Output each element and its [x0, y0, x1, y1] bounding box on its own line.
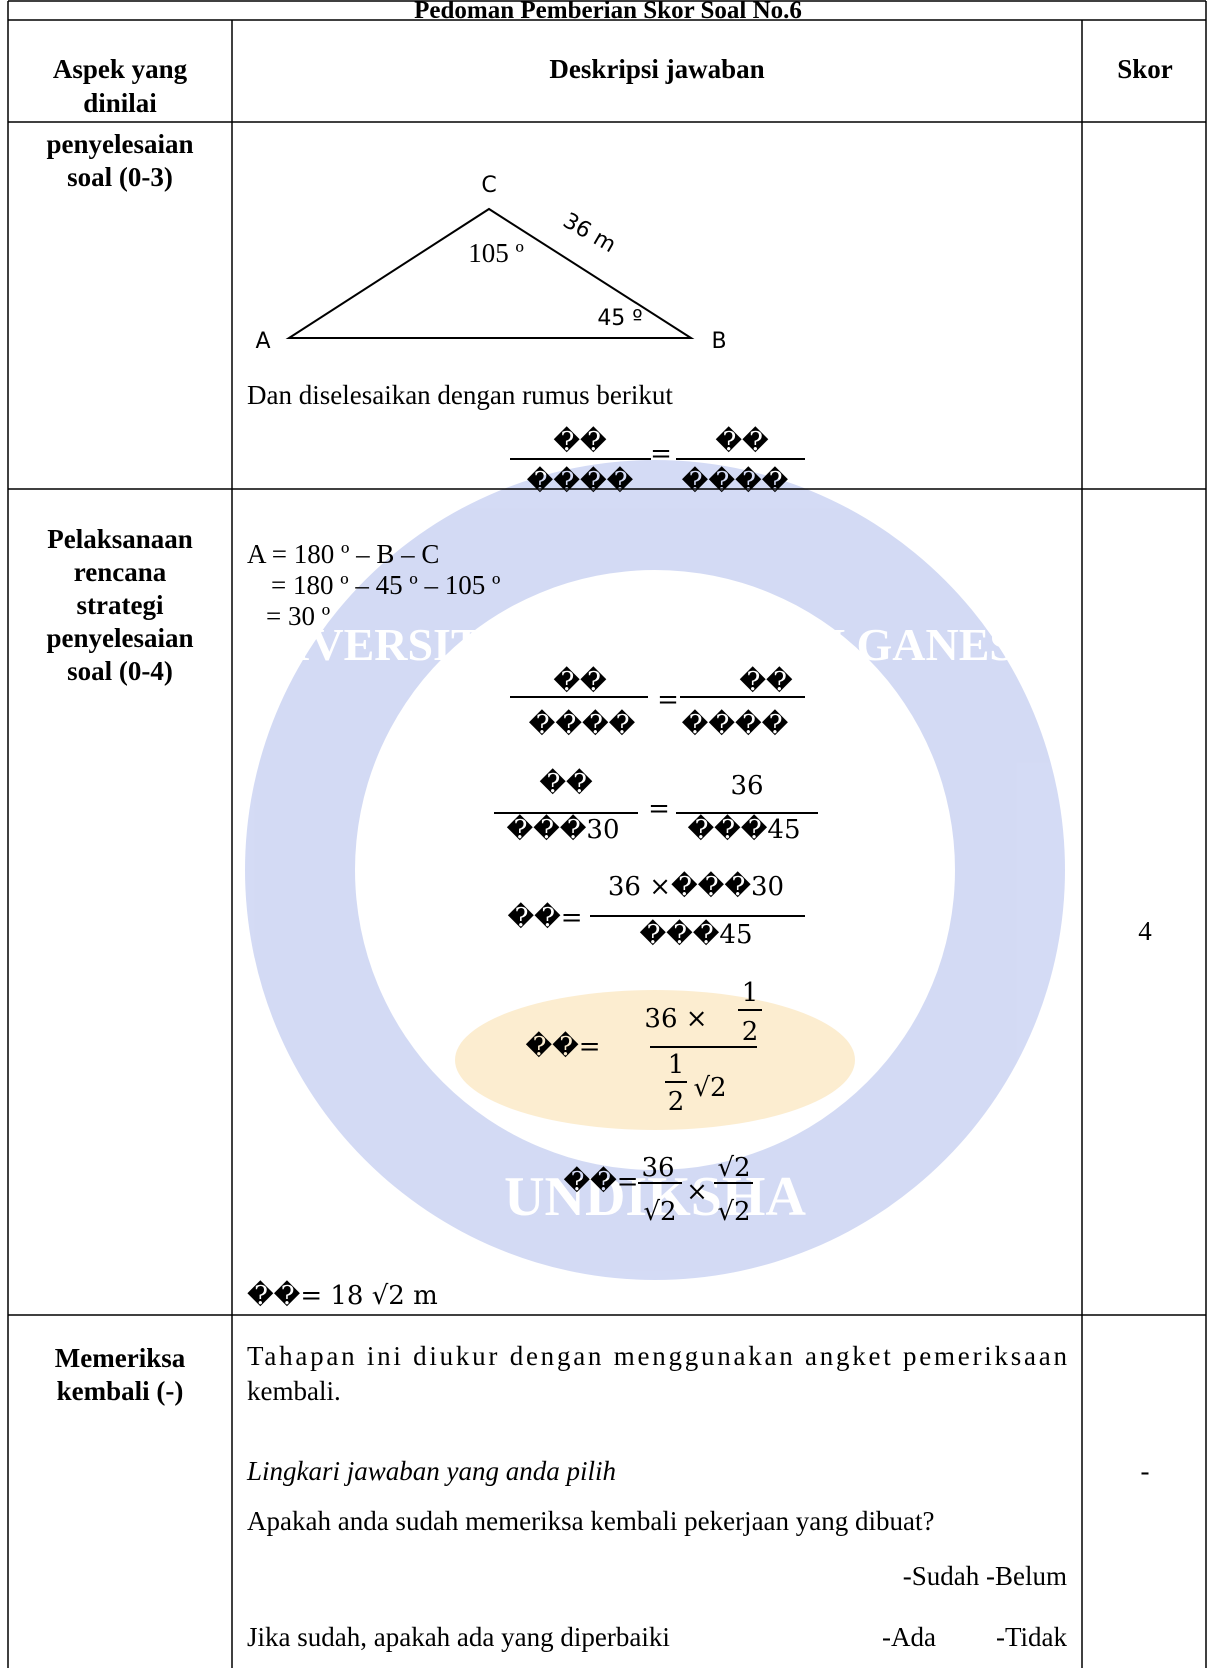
math: ��= [563, 1166, 638, 1197]
math: ���45 [639, 919, 752, 950]
math: 36 × [644, 1004, 707, 1034]
math: 1 [742, 978, 759, 1008]
vertex-label: C [481, 173, 496, 198]
paragraph: kembali. [247, 1376, 341, 1406]
vertex-label: A [255, 329, 270, 354]
math: × [686, 1177, 708, 1207]
math: √2 [717, 1153, 750, 1183]
watermark-top: UNIVERSITAS PENDIDIKAN GANESHA [226, 619, 1084, 670]
math: 36 [730, 771, 763, 801]
aspect: Memeriksa [55, 1343, 186, 1373]
aspect: penyelesaian [46, 129, 193, 159]
side-label: 36 m [559, 208, 620, 258]
watermark-disc [245, 460, 1065, 1280]
math: ���30 [506, 814, 619, 845]
math: ��= [525, 1031, 600, 1062]
math: ���� [529, 709, 636, 740]
math: 1 [668, 1050, 685, 1080]
instruction: Lingkari jawaban yang anda pilih [246, 1456, 616, 1486]
aspect: kembali (-) [57, 1376, 184, 1406]
math: √2 [643, 1197, 676, 1227]
watermark: UNIVERSITAS PENDIDIKAN GANESHA UNDIKSHA [226, 460, 1084, 1280]
math: √2 [717, 1197, 750, 1227]
math: �� [739, 666, 793, 697]
paragraph: Tahapan ini diukur dengan menggunakan an… [247, 1341, 1068, 1371]
watermark-lotus [455, 990, 855, 1130]
math: �� [715, 426, 769, 457]
math: ���� [682, 466, 789, 497]
math: 36 [641, 1153, 674, 1183]
math: 36 ×���30 [608, 871, 784, 902]
option: -Tidak [996, 1622, 1068, 1652]
option: -Ada [882, 1622, 936, 1652]
angle-label: 45 º [597, 306, 642, 331]
math: �� [553, 666, 607, 697]
math: √2 [693, 1073, 726, 1103]
angle-label: 105 º [468, 238, 524, 268]
aspect: rencana [74, 557, 167, 587]
aspect: soal (0-4) [67, 656, 173, 686]
math: �� [539, 768, 593, 799]
header-aspect: Aspek yang [53, 54, 188, 84]
math: = [650, 439, 672, 469]
step: = 180 º – 45 º – 105 º [271, 570, 500, 600]
header-description: Deskripsi jawaban [549, 54, 764, 84]
watermark-bottom: UNDIKSHA [504, 1166, 806, 1228]
math: = [657, 685, 679, 715]
aspect: strategi [77, 590, 164, 620]
math: �� [553, 426, 607, 457]
header-aspect: dinilai [83, 88, 157, 118]
score: - [1141, 1456, 1150, 1486]
aspect: soal (0-3) [67, 162, 173, 192]
triangle [285, 207, 695, 339]
header-score: Skor [1117, 54, 1173, 84]
watermark-inner [355, 570, 955, 1170]
math: ���45 [687, 814, 800, 845]
math: ��= [507, 902, 582, 933]
score: 4 [1138, 916, 1152, 946]
table-title: Pedoman Pemberian Skor Soal No.6 [414, 0, 802, 24]
math: ���� [527, 466, 634, 497]
options: -Sudah -Belum [903, 1561, 1067, 1591]
table-grid [7, 0, 1207, 1668]
vertex-label: B [711, 329, 726, 354]
text: Dan diselesaikan dengan rumus berikut [247, 380, 673, 410]
math: = [648, 794, 670, 824]
question: Apakah anda sudah memeriksa kembali peke… [247, 1506, 935, 1536]
step: = 30 º [266, 601, 330, 631]
math: 2 [668, 1087, 685, 1117]
aspect: penyelesaian [46, 623, 193, 653]
math: 2 [742, 1017, 759, 1047]
question: Jika sudah, apakah ada yang diperbaiki [247, 1622, 670, 1652]
math: ���� [682, 709, 789, 740]
result: ��= 18 √2 m [247, 1280, 438, 1311]
step: A = 180 º – B – C [247, 539, 439, 569]
aspect: Pelaksanaan [47, 524, 193, 554]
